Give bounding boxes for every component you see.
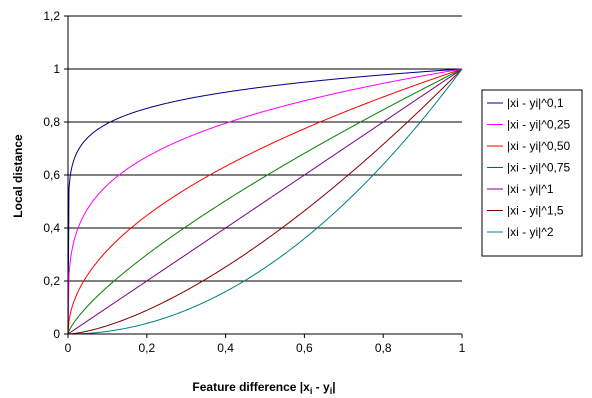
y-tick-label: 0 xyxy=(53,327,60,341)
series-line xyxy=(67,68,463,335)
legend-label: |xi - yi|^1,5 xyxy=(507,204,564,218)
legend-label: |xi - yi|^1 xyxy=(507,182,554,196)
legend-label: |xi - yi|^0,1 xyxy=(507,96,564,110)
y-tick-label: 0,6 xyxy=(43,168,60,182)
x-tick-label: 0,6 xyxy=(296,341,313,355)
tick-labels: 0 0,2 0,4 0,6 0,8 1 1,2 0 0,2 0,4 0,6 0,8 1 xyxy=(43,9,465,355)
gridlines xyxy=(68,15,462,282)
x-tick-label: 0,4 xyxy=(217,341,234,355)
x-tick-label: 0,8 xyxy=(375,341,392,355)
series-lines xyxy=(67,68,463,335)
series-line xyxy=(67,68,463,335)
series-line xyxy=(67,68,463,335)
x-axis-title: Feature difference |xi - yi| xyxy=(192,380,335,396)
legend-label: |xi - yi|^2 xyxy=(507,225,554,239)
series-line xyxy=(67,68,463,335)
y-tick-label: 1 xyxy=(53,62,60,76)
y-axis-title: Local distance xyxy=(11,134,25,218)
x-tick-label: 0 xyxy=(65,341,72,355)
x-tick-label: 1 xyxy=(459,341,466,355)
x-tick-label: 0,2 xyxy=(138,341,155,355)
series-line xyxy=(67,68,463,335)
legend: |xi - yi|^0,1 |xi - yi|^0,25 |xi - yi|^0,5… xyxy=(481,89,583,257)
y-tick-label: 1,2 xyxy=(43,9,60,23)
y-tick-label: 0,4 xyxy=(43,221,60,235)
series-line xyxy=(68,68,463,335)
y-tick-label: 0,8 xyxy=(43,115,60,129)
legend-box xyxy=(481,89,583,257)
legend-label: |xi - yi|^0,25 xyxy=(507,118,571,132)
series-line xyxy=(67,68,463,335)
legend-label: |xi - yi|^0,50 xyxy=(507,139,571,153)
y-tick-label: 0,2 xyxy=(43,274,60,288)
legend-label: |xi - yi|^0,75 xyxy=(507,161,571,175)
